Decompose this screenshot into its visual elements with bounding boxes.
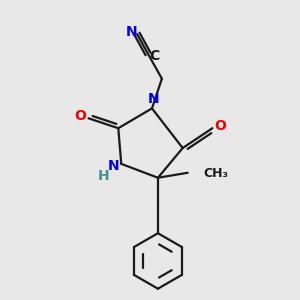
Text: CH₃: CH₃ [203, 167, 229, 180]
Text: N: N [125, 25, 137, 39]
Text: C: C [149, 49, 159, 63]
Text: O: O [75, 109, 87, 123]
Text: H: H [98, 169, 109, 183]
Text: O: O [214, 119, 226, 133]
Text: N: N [148, 92, 160, 106]
Text: N: N [107, 159, 119, 173]
